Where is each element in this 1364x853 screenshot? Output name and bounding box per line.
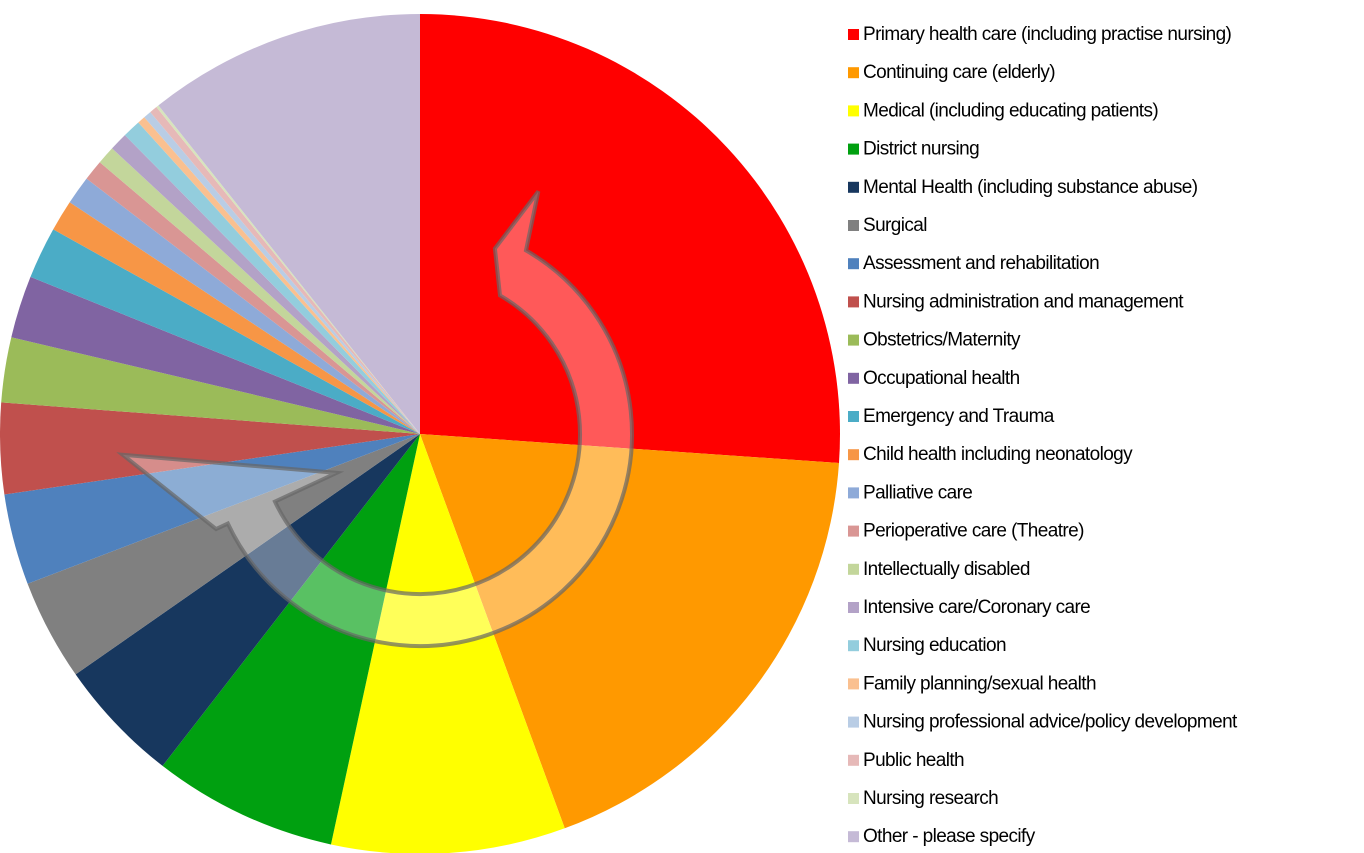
legend-label: Obstetrics/Maternity [863,330,1021,351]
legend-label: Medical (including educating patients) [863,100,1158,121]
legend-swatch [848,182,859,193]
legend-swatch [848,335,859,346]
legend-swatch [848,793,859,804]
legend-label: Nursing education [863,635,1006,656]
legend-label: Palliative care [863,482,972,503]
legend-swatch [848,755,859,766]
legend-label: Emergency and Trauma [863,406,1055,427]
legend-label: Public health [863,750,964,771]
legend-swatch [848,678,859,689]
legend-label: Assessment and rehabilitation [863,253,1099,274]
pie [0,14,840,853]
legend-swatch [848,831,859,842]
legend-label: Intensive care/Coronary care [863,597,1090,618]
legend-swatch [848,296,859,307]
legend-label: Family planning/sexual health [863,673,1096,694]
legend-label: Nursing research [863,788,998,809]
legend-swatch [848,373,859,384]
page: {"chart_data": {"type": "pie", "categori… [0,0,1364,853]
legend-swatch [848,487,859,498]
legend-label: Nursing administration and management [863,291,1184,312]
legend-swatch [848,526,859,537]
legend-swatch [848,640,859,651]
legend: Primary health care (including practise … [848,24,1238,847]
legend-swatch [848,67,859,78]
legend-label: Surgical [863,215,927,236]
legend-label: Intellectually disabled [863,559,1030,580]
legend-label: Nursing professional advice/policy devel… [863,712,1238,733]
legend-label: Occupational health [863,368,1020,389]
legend-swatch [848,258,859,269]
legend-swatch [848,105,859,116]
legend-swatch [848,144,859,155]
legend-swatch [848,220,859,231]
legend-label: Continuing care (elderly) [863,62,1055,83]
chart: Primary health care (including practise … [0,0,1364,853]
legend-label: Primary health care (including practise … [863,24,1232,45]
legend-label: Child health including neonatology [863,444,1133,465]
legend-swatch [848,717,859,728]
legend-swatch [848,564,859,575]
legend-label: Mental Health (including substance abuse… [863,177,1198,198]
legend-swatch [848,602,859,613]
legend-swatch [848,449,859,460]
legend-label: District nursing [863,139,979,160]
legend-swatch [848,29,859,40]
legend-label: Perioperative care (Theatre) [863,521,1084,542]
legend-label: Other - please specify [863,826,1036,847]
legend-swatch [848,411,859,422]
